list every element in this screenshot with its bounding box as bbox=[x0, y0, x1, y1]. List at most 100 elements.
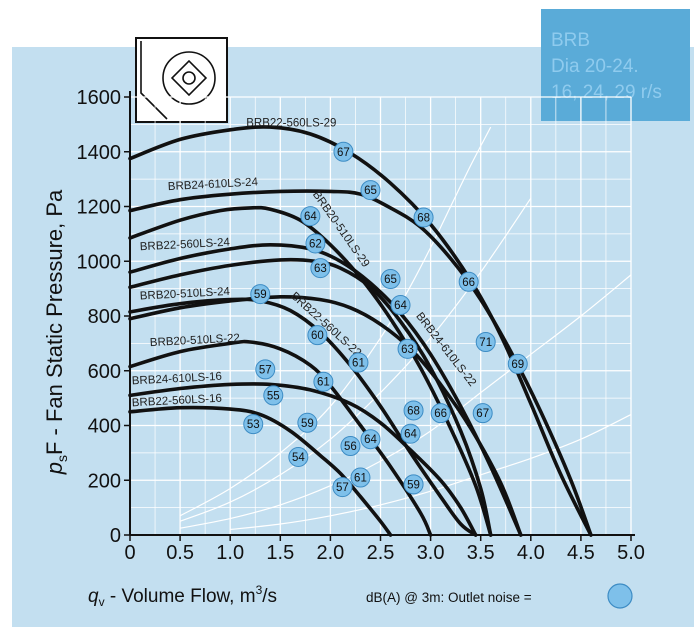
noise-marker: 65 bbox=[360, 180, 381, 201]
y-tick-label: 1600 bbox=[77, 87, 122, 109]
noise-marker-value: 61 bbox=[354, 473, 367, 485]
noise-marker-value: 68 bbox=[407, 405, 420, 417]
noise-marker-value: 64 bbox=[364, 434, 377, 446]
noise-marker: 59 bbox=[250, 284, 271, 305]
noise-marker-value: 64 bbox=[404, 429, 417, 441]
noise-marker: 63 bbox=[310, 258, 331, 279]
noise-marker: 54 bbox=[288, 446, 309, 467]
curve-label: BRB24-610LS-16 bbox=[132, 371, 223, 388]
noise-marker-circle bbox=[475, 332, 496, 353]
noise-marker-value: 69 bbox=[511, 359, 524, 371]
noise-marker-circle bbox=[333, 141, 354, 162]
x-tick-label: 2.0 bbox=[316, 542, 344, 564]
noise-marker-value: 59 bbox=[301, 418, 314, 430]
noise-marker-value: 66 bbox=[434, 408, 447, 420]
y-tick-label: 400 bbox=[88, 416, 121, 438]
noise-marker: 62 bbox=[305, 233, 326, 254]
curve-label: BRB24-610LS-24 bbox=[168, 176, 259, 193]
x-tick-label: 3.5 bbox=[467, 542, 495, 564]
noise-marker-circle bbox=[380, 269, 401, 290]
noise-marker: 61 bbox=[350, 467, 371, 488]
system-line bbox=[230, 414, 632, 531]
noise-marker-value: 65 bbox=[364, 185, 377, 197]
noise-marker: 55 bbox=[263, 385, 284, 406]
noise-marker-circle bbox=[472, 403, 493, 424]
noise-marker-circle bbox=[340, 436, 361, 457]
noise-marker: 63 bbox=[397, 338, 418, 359]
noise-legend-marker bbox=[607, 583, 633, 609]
noise-marker: 71 bbox=[475, 332, 496, 353]
noise-marker-circle bbox=[313, 371, 334, 392]
noise-markers-layer: 67 65 68 64 66 62 63 65 64 59 71 69 60 63 61 57 61 55 68 66… bbox=[243, 141, 528, 498]
curve-label: BRB22-560LS-29 bbox=[246, 118, 336, 130]
noise-marker-circle bbox=[307, 325, 328, 346]
y-tick-label: 1200 bbox=[77, 197, 122, 219]
noise-marker-circle bbox=[360, 429, 381, 450]
noise-marker-value: 71 bbox=[479, 337, 492, 349]
axes-layer: 0 0.5 1.0 1.5 2.0 2.5 3.0 3.5 4.0 4.5 5.0 0 200 400 60… bbox=[77, 87, 645, 564]
noise-marker-circle bbox=[288, 446, 309, 467]
noise-marker-value: 63 bbox=[314, 263, 327, 275]
noise-marker: 59 bbox=[297, 412, 318, 433]
noise-marker-circle bbox=[390, 295, 411, 316]
noise-marker-value: 56 bbox=[344, 441, 357, 453]
noise-marker: 64 bbox=[390, 295, 411, 316]
curve-label: BRB22-560LS-24 bbox=[140, 237, 231, 254]
info-speeds: 16, 24, 29 r/s bbox=[551, 82, 662, 103]
noise-marker-value: 53 bbox=[247, 419, 260, 431]
y-axis-label: psF - Fan Static Pressure, Pa bbox=[42, 189, 70, 475]
noise-marker: 68 bbox=[413, 207, 434, 228]
system-line bbox=[179, 274, 632, 529]
noise-marker: 56 bbox=[340, 436, 361, 457]
info-diameter: Dia 20-24. bbox=[551, 56, 639, 77]
noise-marker-value: 54 bbox=[292, 452, 305, 464]
noise-marker-circle bbox=[297, 412, 318, 433]
noise-marker-circle bbox=[250, 284, 271, 305]
noise-marker: 67 bbox=[472, 403, 493, 424]
noise-marker-circle bbox=[305, 233, 326, 254]
noise-marker: 64 bbox=[360, 429, 381, 450]
noise-marker-circle bbox=[255, 359, 276, 380]
noise-marker-value: 57 bbox=[336, 482, 349, 494]
fan-curve-brb20-510ls-22 bbox=[128, 339, 433, 537]
noise-marker: 67 bbox=[333, 141, 354, 162]
x-tick-label: 0 bbox=[124, 542, 135, 564]
noise-marker-circle bbox=[507, 353, 528, 374]
noise-marker-circle bbox=[430, 403, 451, 424]
y-tick-label: 1000 bbox=[77, 251, 122, 273]
noise-marker: 64 bbox=[400, 423, 421, 444]
noise-marker-circle bbox=[458, 271, 479, 292]
grid-layer bbox=[129, 96, 632, 536]
noise-marker-value: 64 bbox=[394, 300, 407, 312]
noise-marker: 61 bbox=[348, 352, 369, 373]
fan-curve-brb22-560ls-29 bbox=[128, 125, 593, 537]
y-tick-label: 1400 bbox=[77, 142, 122, 164]
noise-marker-value: 61 bbox=[352, 358, 365, 370]
noise-marker-value: 68 bbox=[417, 212, 430, 224]
noise-marker-circle bbox=[413, 207, 434, 228]
noise-marker-value: 55 bbox=[267, 390, 280, 402]
noise-marker-circle bbox=[332, 477, 353, 498]
curve-label: BRB22-560LS-16 bbox=[132, 393, 223, 410]
noise-marker-value: 62 bbox=[309, 238, 322, 250]
noise-marker: 60 bbox=[307, 325, 328, 346]
noise-legend-label: dB(A) @ 3m: Outlet noise = bbox=[366, 590, 532, 605]
x-tick-label: 0.5 bbox=[166, 542, 194, 564]
noise-marker-circle bbox=[400, 423, 421, 444]
fan-series-info-box: BRB Dia 20-24. 16, 24, 29 r/s bbox=[541, 9, 690, 121]
x-tick-label: 2.5 bbox=[367, 542, 395, 564]
noise-marker-value: 57 bbox=[259, 364, 272, 376]
noise-marker: 64 bbox=[300, 206, 321, 227]
noise-marker-value: 60 bbox=[311, 330, 324, 342]
noise-marker-circle bbox=[403, 400, 424, 421]
noise-marker-circle bbox=[360, 180, 381, 201]
noise-marker-value: 66 bbox=[462, 277, 475, 289]
y-tick-label: 600 bbox=[88, 361, 121, 383]
y-tick-label: 0 bbox=[110, 525, 121, 547]
x-tick-label: 1.5 bbox=[266, 542, 294, 564]
x-tick-label: 1.0 bbox=[216, 542, 244, 564]
noise-marker: 53 bbox=[243, 414, 264, 435]
x-tick-label: 3.0 bbox=[417, 542, 445, 564]
noise-marker-value: 67 bbox=[337, 147, 350, 159]
